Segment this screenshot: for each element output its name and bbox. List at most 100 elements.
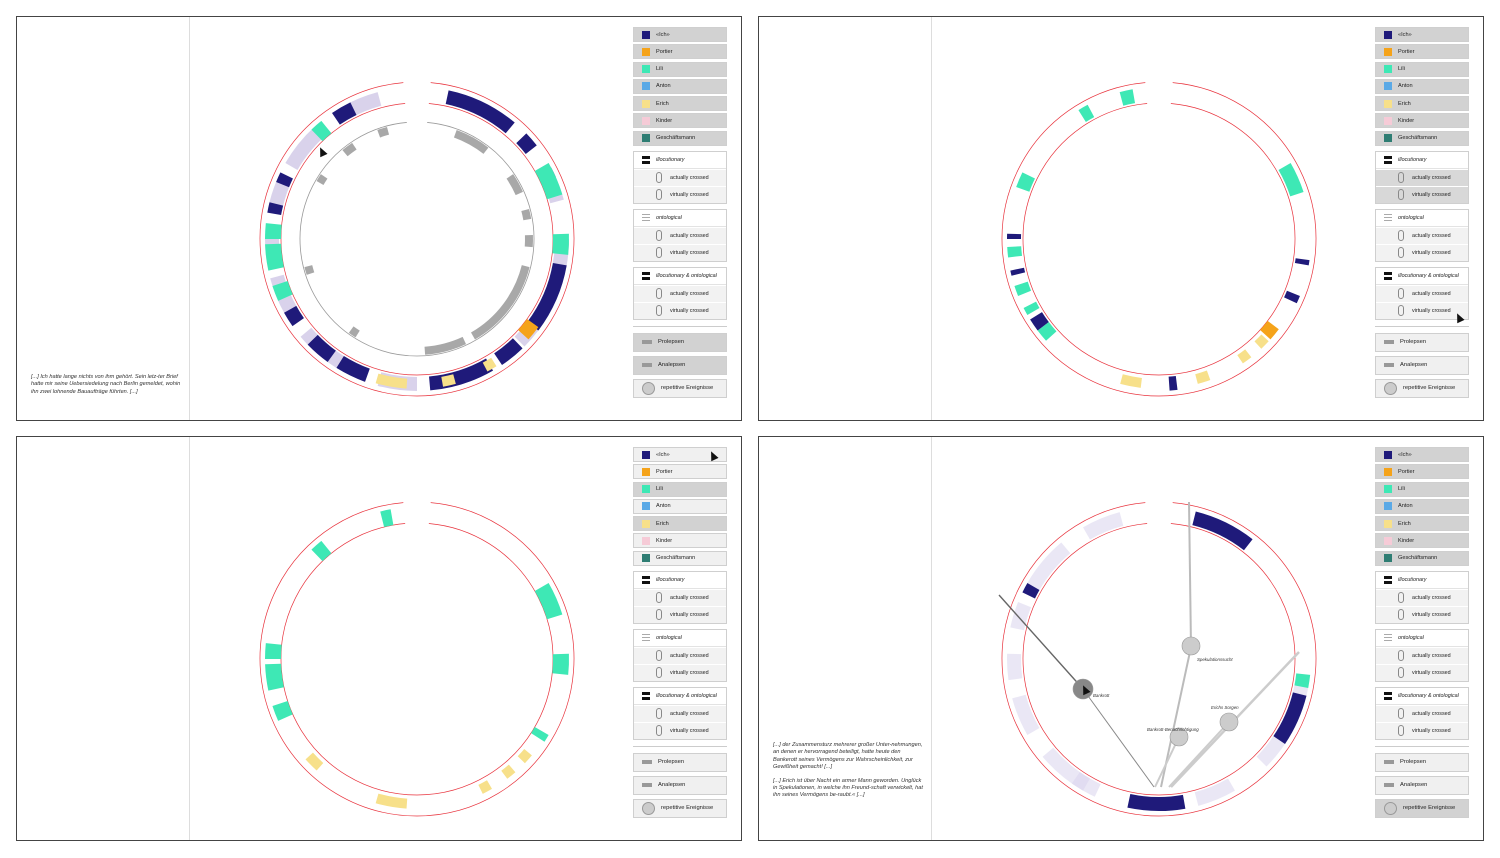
legend-group-heading[interactable]: illocutionary & ontological: [1376, 688, 1468, 705]
legend-crossing-option[interactable]: virtually crossed: [1376, 605, 1468, 623]
event-segment-lili: [265, 663, 284, 691]
legend-toggle-0[interactable]: Prolepsen: [1375, 332, 1469, 352]
legend-group-heading[interactable]: illocutionary & ontological: [1376, 268, 1468, 285]
legend-crossing-option[interactable]: virtually crossed: [634, 605, 726, 623]
event-segment-lili: [1119, 89, 1136, 106]
legend-toggle-2[interactable]: repetitive Ereignisse: [1375, 798, 1469, 818]
character-swatch: [1384, 502, 1392, 511]
legend-character-4[interactable]: Erich: [633, 96, 727, 112]
legend-group-heading[interactable]: ontological: [634, 210, 726, 227]
legend-crossing-option[interactable]: actually crossed: [1376, 168, 1468, 186]
legend-character-4[interactable]: Erich: [633, 516, 727, 532]
legend-crossing-option[interactable]: virtually crossed: [634, 721, 726, 739]
legend-crossing-option[interactable]: virtually crossed: [634, 243, 726, 261]
legend-character-1[interactable]: Portier: [633, 44, 727, 60]
illocutionary-icon: [642, 691, 650, 701]
legend-toggle-1[interactable]: Analepsen: [1375, 775, 1469, 795]
legend-toggle-0[interactable]: Prolepsen: [1375, 752, 1469, 772]
prolepse-icon: [1384, 760, 1394, 765]
legend-crossing-option[interactable]: actually crossed: [1376, 284, 1468, 302]
legend-crossing-option[interactable]: actually crossed: [634, 646, 726, 664]
legend-crossing-option[interactable]: actually crossed: [634, 704, 726, 722]
legend-character-6[interactable]: Geschäftsmann: [1375, 550, 1469, 566]
legend-row-label: virtually crossed: [1412, 307, 1451, 314]
legend-character-label: Lili: [656, 66, 663, 73]
legend-group-heading[interactable]: illocutionary: [634, 572, 726, 589]
legend-character-6[interactable]: Geschäftsmann: [633, 550, 727, 566]
legend-group-heading[interactable]: illocutionary & ontological: [634, 688, 726, 705]
legend-character-5[interactable]: Kinder: [633, 533, 727, 549]
legend-row-label: virtually crossed: [670, 191, 709, 198]
timeline-ring[interactable]: Bankrott Spekulationssucht Erichs Sorgen Ba…: [759, 437, 1484, 841]
event-segment-ich: [1007, 233, 1022, 239]
legend-character-1[interactable]: Portier: [1375, 44, 1469, 60]
legend-character-3[interactable]: Anton: [633, 78, 727, 94]
repetition-link: [998, 594, 1084, 690]
timeline-ring[interactable]: [17, 17, 742, 421]
legend-group-title: illocutionary: [656, 156, 685, 163]
event-segment-erich: [375, 373, 408, 389]
legend-toggle-0[interactable]: Prolepsen: [633, 332, 727, 352]
legend-character-2[interactable]: Lili: [1375, 481, 1469, 497]
pill-icon: [656, 650, 662, 662]
legend-crossing-option[interactable]: virtually crossed: [1376, 301, 1468, 319]
legend-character-6[interactable]: Geschäftsmann: [1375, 130, 1469, 146]
character-swatch: [642, 47, 650, 56]
legend-group-heading[interactable]: illocutionary: [1376, 152, 1468, 169]
character-swatch: [642, 519, 650, 528]
event-segment-ich: [284, 305, 304, 327]
legend-character-2[interactable]: Lili: [633, 481, 727, 497]
legend-character-4[interactable]: Erich: [1375, 516, 1469, 532]
legend-group-heading[interactable]: illocutionary & ontological: [634, 268, 726, 285]
legend-crossing-option[interactable]: virtually crossed: [1376, 243, 1468, 261]
legend-character-2[interactable]: Lili: [633, 61, 727, 77]
legend-character-0[interactable]: «Ich»: [1375, 447, 1469, 462]
legend-crossing-option[interactable]: actually crossed: [634, 226, 726, 244]
legend-character-5[interactable]: Kinder: [1375, 533, 1469, 549]
legend-toggle-1[interactable]: Analepsen: [633, 355, 727, 375]
legend-row-label: actually crossed: [1412, 232, 1451, 239]
legend-group-heading[interactable]: illocutionary: [634, 152, 726, 169]
timeline-ring[interactable]: [17, 437, 742, 841]
legend-crossing-option[interactable]: virtually crossed: [634, 185, 726, 203]
legend-button-label: Prolepsen: [658, 759, 685, 766]
legend-character-1[interactable]: Portier: [633, 464, 727, 480]
legend-character-4[interactable]: Erich: [1375, 96, 1469, 112]
legend: «Ich» Portier Lili Anton Erich Kinder Ge…: [633, 447, 727, 822]
legend-character-0[interactable]: «Ich»: [633, 447, 727, 462]
legend-crossing-option[interactable]: actually crossed: [634, 284, 726, 302]
legend-crossing-option[interactable]: virtually crossed: [1376, 185, 1468, 203]
legend-group-heading[interactable]: illocutionary: [1376, 572, 1468, 589]
legend-toggle-0[interactable]: Prolepsen: [633, 752, 727, 772]
legend-crossing-option[interactable]: virtually crossed: [634, 301, 726, 319]
legend-character-3[interactable]: Anton: [1375, 498, 1469, 514]
legend-character-5[interactable]: Kinder: [633, 113, 727, 129]
legend-character-5[interactable]: Kinder: [1375, 113, 1469, 129]
legend-group-heading[interactable]: ontological: [634, 630, 726, 647]
legend-toggle-2[interactable]: repetitive Ereignisse: [633, 378, 727, 398]
legend-character-2[interactable]: Lili: [1375, 61, 1469, 77]
legend-crossing-option[interactable]: actually crossed: [634, 168, 726, 186]
legend-character-0[interactable]: «Ich»: [1375, 27, 1469, 42]
legend-character-1[interactable]: Portier: [1375, 464, 1469, 480]
legend-character-6[interactable]: Geschäftsmann: [633, 130, 727, 146]
legend-crossing-option[interactable]: actually crossed: [1376, 226, 1468, 244]
legend-crossing-option[interactable]: virtually crossed: [1376, 663, 1468, 681]
legend-character-3[interactable]: Anton: [633, 498, 727, 514]
legend-toggle-1[interactable]: Analepsen: [633, 775, 727, 795]
legend-toggle-1[interactable]: Analepsen: [1375, 355, 1469, 375]
legend-group-heading[interactable]: ontological: [1376, 210, 1468, 227]
legend-crossing-option[interactable]: actually crossed: [1376, 588, 1468, 606]
legend-crossing-option[interactable]: virtually crossed: [1376, 721, 1468, 739]
legend-crossing-option[interactable]: actually crossed: [1376, 704, 1468, 722]
legend-character-3[interactable]: Anton: [1375, 78, 1469, 94]
legend-group-heading[interactable]: ontological: [1376, 630, 1468, 647]
legend-character-0[interactable]: «Ich»: [633, 27, 727, 42]
legend-toggle-2[interactable]: repetitive Ereignisse: [1375, 378, 1469, 398]
legend-crossing-option[interactable]: actually crossed: [634, 588, 726, 606]
legend-crossing-option[interactable]: virtually crossed: [634, 663, 726, 681]
timeline-ring[interactable]: [759, 17, 1484, 421]
legend-crossing-option[interactable]: actually crossed: [1376, 646, 1468, 664]
legend-row-label: virtually crossed: [1412, 249, 1451, 256]
legend-toggle-2[interactable]: repetitive Ereignisse: [633, 798, 727, 818]
